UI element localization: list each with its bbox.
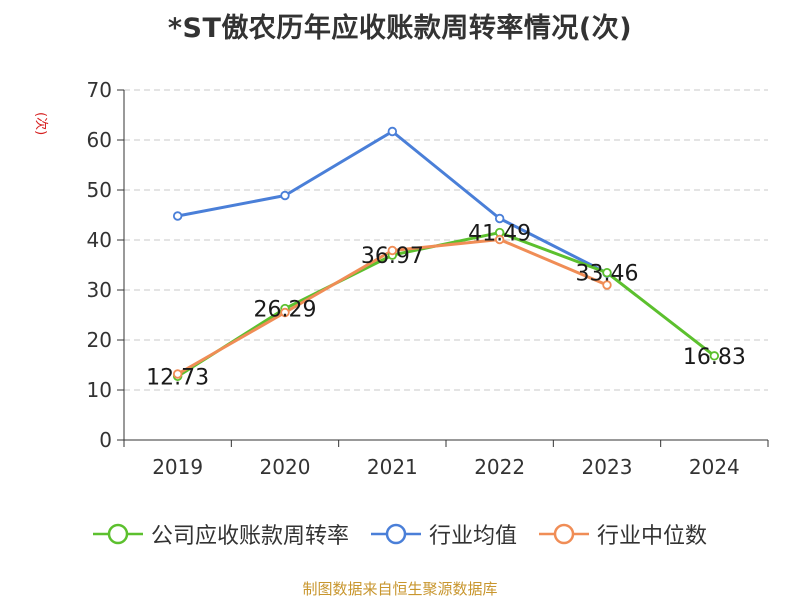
data-point-0 — [709, 351, 720, 361]
data-point-1 — [494, 213, 505, 224]
y-tick-label: 50 — [87, 178, 112, 202]
data-point-2 — [602, 280, 612, 290]
data-point-1 — [172, 211, 183, 221]
legend-label-industry-mean: 行业均值 — [428, 524, 517, 549]
data-label: 36.97 — [361, 244, 424, 269]
legend-swatch-company — [92, 523, 143, 545]
x-tick-label: 2022 — [474, 455, 525, 479]
legend-swatch-industry-mean — [370, 523, 421, 545]
x-tick-label: 2024 — [689, 455, 740, 479]
legend-label-company: 公司应收账款周转率 — [150, 524, 349, 549]
legend-label-industry-median: 行业中位数 — [597, 524, 708, 549]
data-point-1 — [387, 126, 398, 137]
data-source-note: 制图数据来自恒生聚源数据库 — [302, 580, 498, 598]
y-tick-label: 40 — [87, 228, 112, 252]
y-tick-label: 20 — [87, 328, 112, 352]
x-tick-label: 2023 — [582, 455, 633, 479]
data-point-2 — [172, 369, 183, 379]
x-tick-label: 2020 — [260, 455, 311, 479]
data-point-2 — [387, 245, 398, 256]
y-tick-label: 30 — [87, 278, 112, 302]
legend-item-industry-median[interactable]: 行业中位数 — [539, 518, 707, 550]
data-point-2 — [280, 307, 290, 318]
data-label: 33.46 — [576, 262, 639, 287]
chart-title: *ST傲农历年应收账款周转率情况(次) — [167, 13, 633, 44]
data-label: 41.49 — [468, 222, 531, 247]
data-label: 26.29 — [254, 298, 317, 323]
x-tick-label: 2021 — [367, 455, 418, 479]
y-tick-label: 0 — [99, 428, 112, 452]
data-label: 16.83 — [683, 345, 746, 370]
legend-item-industry-mean[interactable]: 行业均值 — [370, 518, 517, 550]
chart-legend: 公司应收账款周转率 行业均值 行业中位数 — [0, 518, 800, 550]
data-point-2 — [494, 234, 505, 245]
x-tick-label: 2019 — [152, 455, 203, 479]
y-tick-label: 10 — [87, 378, 112, 402]
data-label: 12.73 — [146, 365, 209, 390]
data-point-1 — [280, 190, 290, 201]
legend-swatch-industry-median — [539, 523, 589, 545]
y-tick-label: 60 — [87, 128, 112, 152]
y-tick-label: 70 — [87, 78, 112, 102]
data-point-0 — [602, 268, 612, 278]
legend-item-company[interactable]: 公司应收账款周转率 — [92, 518, 349, 550]
